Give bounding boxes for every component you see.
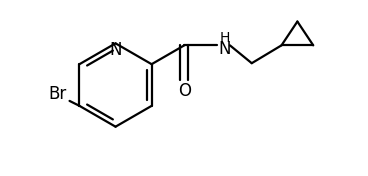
Text: N: N: [109, 41, 122, 59]
Text: H: H: [220, 31, 230, 45]
Text: O: O: [178, 82, 191, 100]
Text: N: N: [219, 40, 231, 58]
Text: Br: Br: [49, 85, 67, 103]
